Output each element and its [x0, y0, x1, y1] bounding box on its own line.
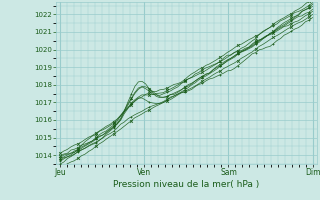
X-axis label: Pression niveau de la mer( hPa ): Pression niveau de la mer( hPa ): [113, 180, 260, 189]
